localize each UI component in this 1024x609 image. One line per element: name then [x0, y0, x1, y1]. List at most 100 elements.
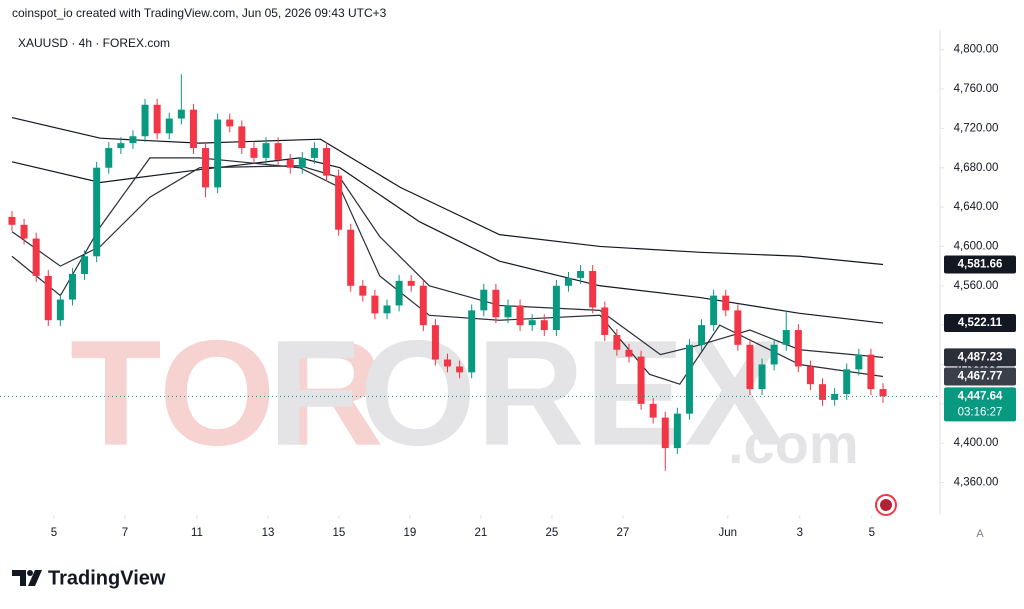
candle-body — [407, 280, 415, 286]
candle-body — [879, 389, 887, 397]
candle-body — [165, 118, 173, 134]
candle-body — [649, 403, 657, 418]
candle-body — [431, 325, 439, 360]
price-label: 4,487.23 — [958, 351, 1003, 363]
candle-body — [867, 354, 875, 390]
candle-body — [516, 305, 524, 326]
candle-body — [794, 330, 802, 367]
candle-body — [238, 126, 246, 149]
moving-average — [11, 116, 884, 266]
candle-body — [141, 104, 149, 137]
symbol-info: XAUUSD · 4h · FOREX.com — [18, 36, 170, 50]
candle-body — [831, 393, 839, 400]
auto-scale-label[interactable]: A — [976, 528, 984, 540]
auto-scale-button[interactable] — [968, 522, 992, 544]
price-label: 4,447.64 — [958, 390, 1003, 402]
candle-body — [395, 280, 403, 306]
candle-body — [117, 143, 125, 149]
price-label-box — [944, 387, 1016, 422]
candle-body — [443, 359, 451, 367]
candle-body — [577, 271, 585, 278]
candle-body — [226, 119, 234, 127]
candle-body — [310, 148, 318, 158]
candle-body — [347, 229, 355, 286]
y-tick-label: 4,800.00 — [954, 44, 999, 56]
y-tick-label: 4,600.00 — [954, 240, 999, 252]
price-label: 4,522.11 — [958, 317, 1003, 329]
candle-body — [250, 148, 258, 158]
candle-body — [68, 273, 76, 300]
y-tick-label: 4,560.00 — [954, 280, 999, 292]
candle-body — [468, 310, 476, 373]
x-tick-label: 5 — [51, 527, 57, 539]
candle-body — [492, 289, 500, 318]
x-tick-label: 13 — [262, 527, 275, 539]
price-label: 4,467.77 — [958, 371, 1003, 383]
y-tick-label: 4,720.00 — [954, 122, 999, 134]
candle-body — [637, 356, 645, 404]
countdown: 03:16:27 — [958, 406, 1003, 418]
candle-body — [782, 330, 790, 345]
candle-body — [806, 366, 814, 385]
candle-body — [758, 364, 766, 390]
candle-body — [214, 119, 222, 188]
candle-body — [589, 271, 597, 308]
tradingview-logo — [12, 570, 42, 586]
candle-body — [456, 366, 464, 373]
candle-body — [746, 344, 754, 390]
candle-body — [32, 238, 40, 276]
candle-body — [613, 334, 621, 350]
plot — [8, 74, 887, 471]
candle-body — [770, 344, 778, 365]
candle-body — [710, 295, 718, 326]
moving-average — [11, 157, 884, 385]
price-label-box — [944, 348, 1016, 367]
candle-body — [81, 256, 89, 274]
candle-body — [335, 175, 343, 230]
price-label-box — [944, 367, 1016, 386]
candle-body — [20, 224, 28, 239]
candle-body — [298, 157, 306, 168]
candle-body — [504, 305, 512, 318]
y-tick-label: 4,400.00 — [954, 437, 999, 449]
candle-body — [371, 295, 379, 314]
candle-body — [855, 354, 863, 370]
candle-body — [564, 277, 572, 286]
candle-body — [480, 289, 488, 311]
x-tick-label: 3 — [797, 527, 803, 539]
candle-body — [552, 285, 560, 331]
y-tick-label: 4,760.00 — [954, 83, 999, 95]
x-tick-label: 27 — [617, 527, 630, 539]
x-tick-label: 15 — [332, 527, 345, 539]
candle-body — [685, 344, 693, 414]
candle-body — [44, 275, 52, 321]
candle-body — [286, 159, 294, 168]
x-tick-label: 7 — [122, 527, 128, 539]
x-tick-label: 19 — [403, 527, 416, 539]
price-label-box — [944, 314, 1016, 333]
candle-body — [177, 109, 185, 119]
candle-body — [105, 148, 113, 168]
candle-body — [528, 320, 536, 326]
candle-body — [843, 369, 851, 394]
watermark-forex: FOREX — [268, 309, 785, 477]
candle-body — [274, 143, 282, 160]
candle-body — [383, 305, 391, 314]
candle-body — [540, 320, 548, 331]
x-tick-label: 25 — [546, 527, 559, 539]
candle-body — [359, 285, 367, 296]
moving-average — [11, 157, 884, 324]
watermark-com: .com — [728, 412, 859, 475]
x-tick-label: 5 — [869, 527, 875, 539]
candle-body — [323, 148, 331, 176]
moving-average — [11, 165, 884, 358]
candle-body — [734, 310, 742, 345]
candle-body — [202, 148, 210, 188]
price-label: 4,581.66 — [958, 259, 1003, 271]
candle-body — [93, 167, 101, 257]
attribution: coinspot_io created with TradingView.com… — [12, 6, 387, 20]
y-tick-label: 4,640.00 — [954, 201, 999, 213]
candle-body — [419, 285, 427, 326]
